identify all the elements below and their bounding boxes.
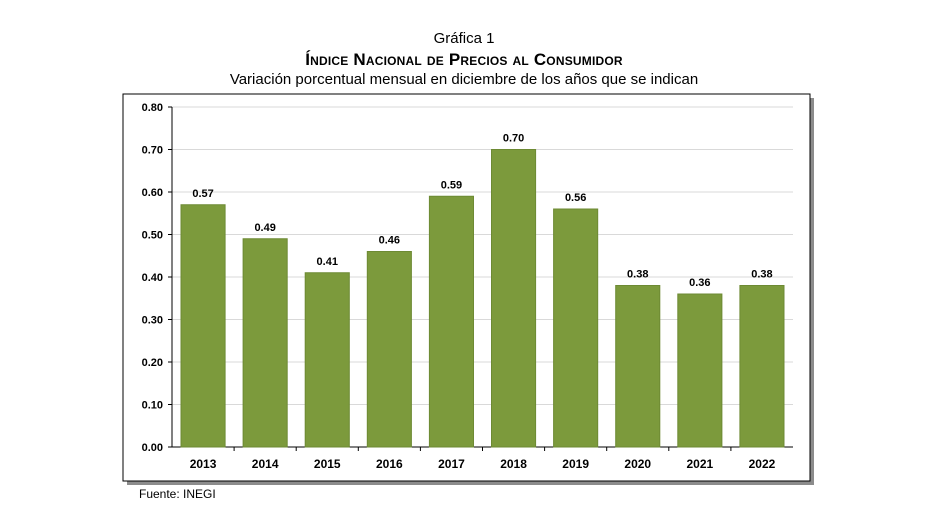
data-label: 0.56 [565, 192, 586, 204]
y-tick-label: 0.70 [142, 145, 163, 157]
y-tick-label: 0.80 [142, 102, 163, 114]
bar-2013 [180, 204, 226, 448]
data-label: 0.38 [751, 269, 772, 281]
x-tick-label: 2019 [562, 457, 589, 471]
data-label: 0.49 [254, 222, 275, 234]
y-tick-label: 0.30 [142, 315, 163, 327]
x-tick-label: 2013 [190, 457, 217, 471]
y-tick-label: 0.60 [142, 187, 163, 199]
data-label: 0.59 [441, 179, 462, 191]
chart-kicker: Gráfica 1 [433, 30, 495, 47]
bar-2017 [428, 195, 474, 448]
x-tick-label: 2022 [749, 457, 776, 471]
bar-2019 [553, 208, 599, 448]
bar-2020 [615, 285, 661, 448]
data-label: 0.41 [317, 256, 338, 268]
x-tick-label: 2015 [314, 457, 341, 471]
bar-2021 [677, 293, 723, 448]
chart-subtitle: Variación porcentual mensual en diciembr… [229, 71, 699, 88]
bar-2015 [304, 272, 350, 448]
data-label: 0.70 [503, 133, 524, 145]
data-label: 0.36 [689, 277, 710, 289]
bar-2022 [739, 285, 785, 448]
chart-title: Índice Nacional de Precios al Consumidor [305, 50, 623, 69]
y-tick-label: 0.10 [142, 400, 163, 412]
bar-2014 [242, 238, 288, 448]
y-tick-label: 0.40 [142, 272, 163, 284]
x-tick-label: 2020 [624, 457, 651, 471]
y-tick-label: 0.20 [142, 357, 163, 369]
data-label: 0.57 [192, 188, 213, 200]
bar-2016 [366, 251, 412, 448]
y-tick-label: 0.00 [142, 442, 163, 454]
x-tick-label: 2021 [686, 457, 713, 471]
x-tick-label: 2018 [500, 457, 527, 471]
x-tick-label: 2017 [438, 457, 465, 471]
y-tick-label: 0.50 [142, 230, 163, 242]
x-tick-label: 2016 [376, 457, 403, 471]
data-label: 0.46 [379, 235, 400, 247]
data-label: 0.38 [627, 269, 648, 281]
x-tick-label: 2014 [252, 457, 279, 471]
source-note: Fuente: INEGI [139, 487, 216, 501]
bar-2018 [491, 149, 537, 448]
